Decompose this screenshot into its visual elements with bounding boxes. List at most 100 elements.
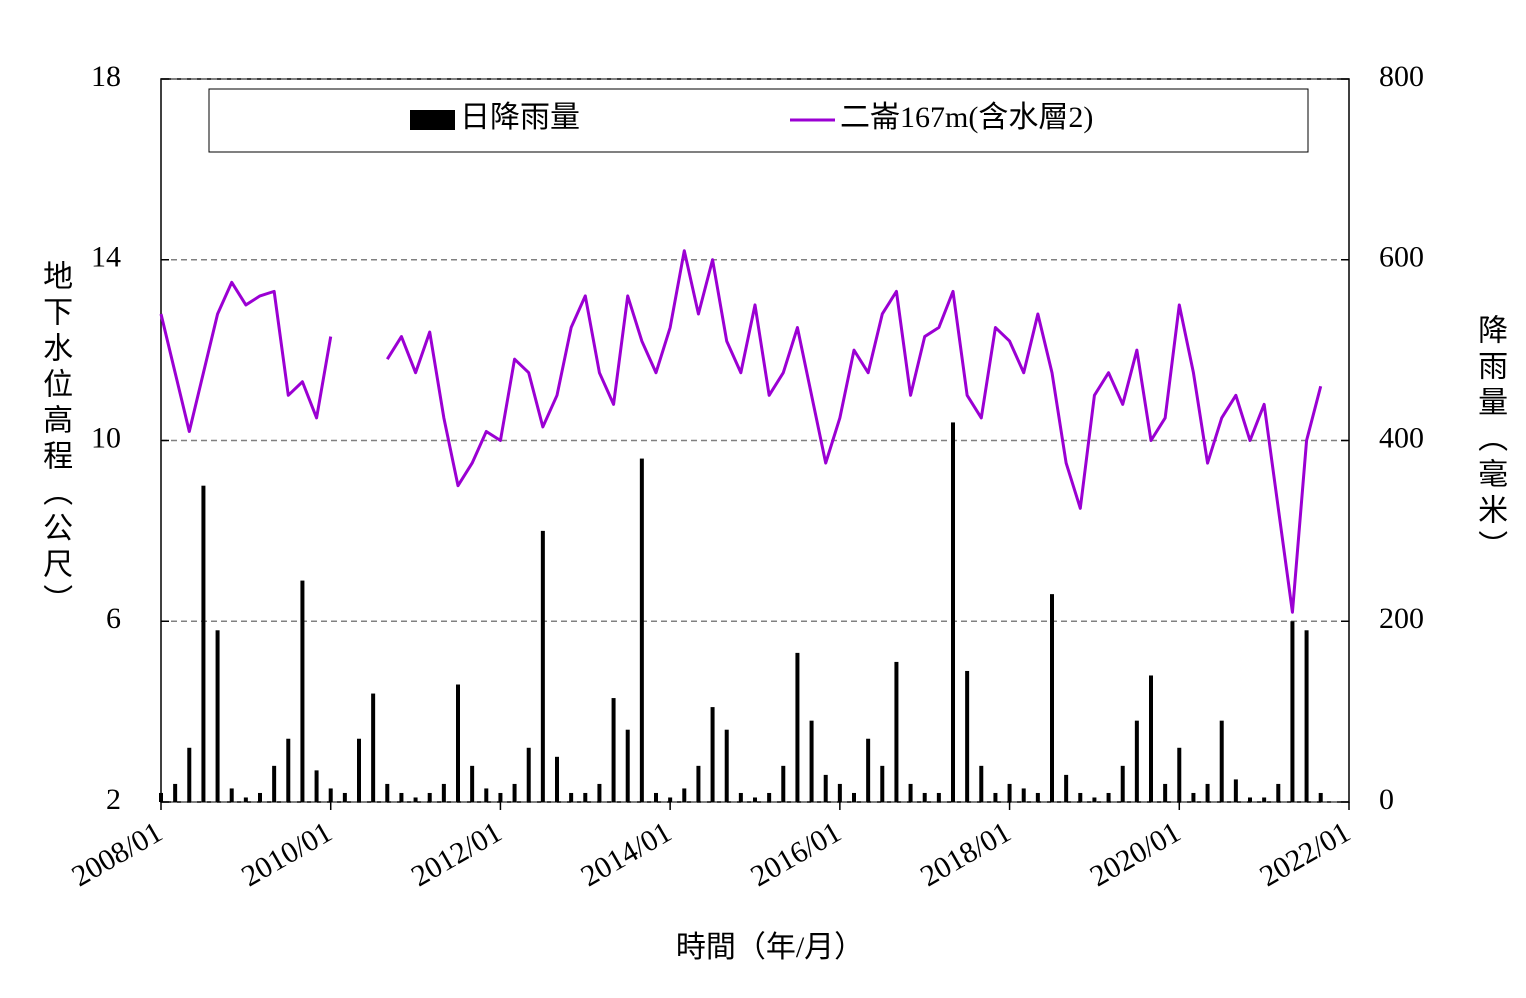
rain-bar bbox=[159, 792, 163, 802]
rain-bar bbox=[441, 783, 446, 802]
rain-bar bbox=[1276, 783, 1281, 802]
rain-bar bbox=[215, 630, 220, 802]
rain-bar bbox=[965, 670, 970, 802]
rain-bar bbox=[668, 797, 673, 802]
rain-bar bbox=[272, 765, 277, 802]
rain-bar bbox=[413, 797, 418, 802]
y2-tick-label: 200 bbox=[1379, 602, 1424, 635]
x-tick-label: 2018/01 bbox=[915, 815, 1017, 893]
rain-bar bbox=[880, 765, 885, 802]
rain-bar bbox=[894, 661, 899, 802]
rain-bar bbox=[540, 530, 545, 802]
rain-bar bbox=[1064, 774, 1069, 802]
rain-bar bbox=[1120, 765, 1125, 802]
y2-tick-label: 800 bbox=[1379, 60, 1424, 93]
rain-bar bbox=[470, 765, 475, 802]
rain-bar bbox=[342, 792, 347, 802]
y-tick-label: 6 bbox=[106, 602, 121, 635]
rain-bar bbox=[795, 652, 800, 802]
rain-bar bbox=[243, 797, 248, 802]
x-tick-label: 2010/01 bbox=[236, 815, 338, 893]
rain-bar bbox=[173, 783, 178, 802]
rain-bar bbox=[512, 783, 517, 802]
rain-bar bbox=[951, 422, 955, 802]
rain-bar bbox=[357, 738, 361, 802]
legend-swatch bbox=[410, 110, 455, 130]
rain-bar bbox=[314, 770, 319, 802]
rain-bar bbox=[922, 792, 927, 802]
rain-bar bbox=[866, 738, 871, 802]
rain-bar bbox=[1262, 797, 1267, 802]
rain-bar bbox=[399, 792, 404, 802]
rain-bar bbox=[809, 720, 814, 802]
rain-bar bbox=[1035, 792, 1040, 802]
rain-bar bbox=[1177, 747, 1182, 802]
x-tick-label: 2022/01 bbox=[1254, 815, 1356, 893]
rain-bar bbox=[852, 792, 856, 802]
rain-bar bbox=[724, 729, 729, 802]
rain-bar bbox=[371, 693, 376, 802]
rain-bar bbox=[936, 792, 941, 802]
rain-bar bbox=[1219, 720, 1224, 802]
rain-bar bbox=[187, 747, 192, 802]
legend-label: 日降雨量 bbox=[460, 101, 580, 134]
rain-bar bbox=[1106, 792, 1111, 802]
rain-bar bbox=[300, 580, 305, 802]
rain-bar bbox=[1149, 675, 1153, 802]
rain-bar bbox=[201, 485, 206, 802]
x-axis-label: 時間（年/月） bbox=[676, 931, 864, 964]
x-tick-label: 2016/01 bbox=[745, 815, 847, 893]
rain-bar bbox=[258, 792, 262, 802]
rain-bar bbox=[583, 792, 588, 802]
rain-bar bbox=[993, 792, 998, 802]
rain-bar bbox=[1290, 621, 1295, 802]
rain-bar bbox=[625, 729, 630, 802]
rain-bar bbox=[1134, 720, 1139, 802]
rain-bar bbox=[569, 792, 574, 802]
y-axis-label: 地下水位高程（公尺） bbox=[38, 260, 73, 620]
rain-bar bbox=[908, 783, 913, 802]
y2-axis-label: 降雨量（毫米） bbox=[1473, 314, 1508, 566]
rain-bar bbox=[682, 788, 687, 802]
rain-bar bbox=[654, 792, 658, 802]
x-tick-label: 2020/01 bbox=[1085, 815, 1187, 893]
rain-bar bbox=[1233, 779, 1238, 802]
y-tick-label: 10 bbox=[91, 421, 121, 454]
rain-bar bbox=[286, 738, 291, 802]
rain-bar bbox=[1205, 783, 1210, 802]
rain-bar bbox=[555, 756, 559, 802]
rain-bar bbox=[1163, 783, 1168, 802]
x-tick-label: 2008/01 bbox=[66, 815, 168, 893]
rain-bar bbox=[1318, 792, 1323, 802]
rain-bar bbox=[1021, 788, 1026, 802]
rain-bar bbox=[1191, 792, 1196, 802]
rain-bar bbox=[1007, 783, 1012, 802]
rain-bar bbox=[1304, 630, 1309, 802]
rain-bar bbox=[823, 774, 828, 802]
rain-bar bbox=[753, 797, 757, 802]
rain-bar bbox=[456, 684, 460, 802]
rain-bar bbox=[385, 783, 390, 802]
rain-bar bbox=[484, 788, 489, 802]
rain-bar bbox=[738, 792, 743, 802]
rain-bar bbox=[767, 792, 772, 802]
y2-tick-label: 0 bbox=[1379, 783, 1394, 816]
rain-bar bbox=[1092, 797, 1097, 802]
legend-label: 二崙167m(含水層2) bbox=[840, 101, 1093, 134]
rain-bar bbox=[597, 783, 602, 802]
rain-bar bbox=[526, 747, 531, 802]
rain-bar bbox=[1050, 594, 1054, 802]
y-tick-label: 18 bbox=[91, 60, 121, 93]
rain-bar bbox=[781, 765, 786, 802]
x-tick-label: 2014/01 bbox=[575, 815, 677, 893]
y2-tick-label: 400 bbox=[1379, 421, 1424, 454]
rain-bar bbox=[427, 792, 432, 802]
rain-bar bbox=[229, 788, 234, 802]
rain-bar bbox=[611, 698, 616, 802]
y-tick-label: 14 bbox=[91, 241, 121, 274]
rain-bar bbox=[639, 458, 644, 802]
rain-bar bbox=[979, 765, 984, 802]
water-level-line bbox=[159, 249, 1323, 614]
